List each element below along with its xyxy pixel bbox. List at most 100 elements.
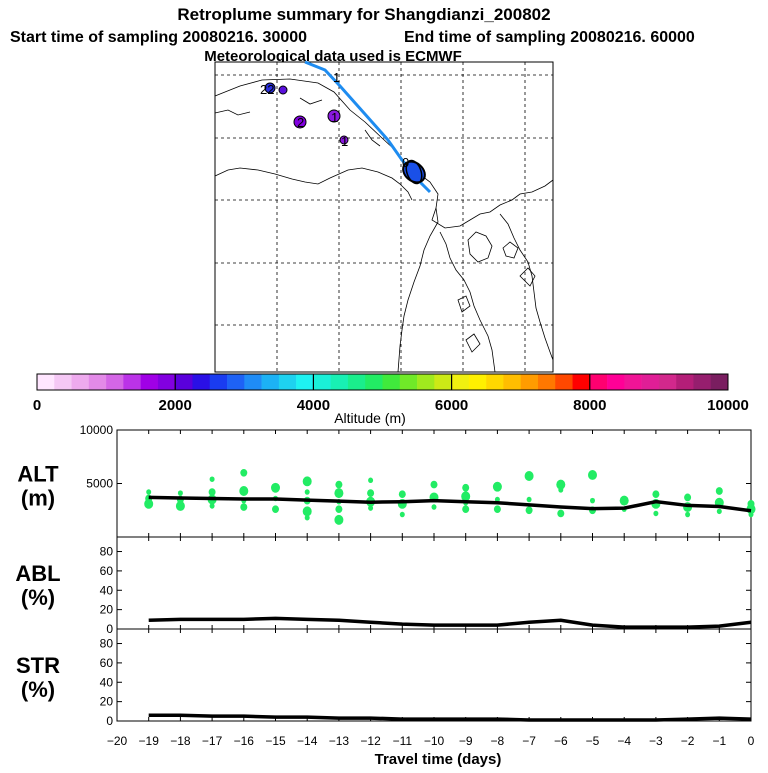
data-point bbox=[525, 506, 533, 515]
colorbar-swatch bbox=[209, 374, 228, 390]
colorbar-swatch bbox=[417, 374, 435, 390]
colorbar-swatch bbox=[313, 374, 331, 390]
data-point bbox=[748, 511, 754, 518]
data-point bbox=[588, 469, 597, 480]
data-point bbox=[653, 510, 659, 517]
y-tick-label: 0 bbox=[106, 714, 113, 728]
colorbar-swatch bbox=[123, 374, 141, 390]
coastlines bbox=[214, 78, 554, 373]
colorbar-swatch bbox=[572, 374, 591, 390]
data-point bbox=[175, 501, 185, 511]
data-point bbox=[526, 496, 532, 503]
colorbar-swatch bbox=[157, 374, 176, 390]
x-tick-label: −9 bbox=[459, 734, 473, 748]
data-point bbox=[494, 496, 500, 503]
colorbar-swatch bbox=[365, 374, 383, 390]
map-label: 0 bbox=[402, 155, 409, 170]
data-point bbox=[430, 480, 438, 489]
colorbar-tick-label: 6000 bbox=[435, 397, 468, 414]
map-panel: 1 22 2 1 1 0 bbox=[214, 60, 554, 373]
cluster-marker bbox=[278, 85, 288, 95]
panel-str: 80 60 40 20 0 STR(%) bbox=[16, 628, 752, 728]
colorbar-swatch bbox=[624, 374, 642, 390]
data-point bbox=[209, 476, 215, 482]
x-tick-label: −20 bbox=[107, 734, 128, 748]
x-tick-label: −10 bbox=[424, 734, 445, 748]
colorbar-tick-label: 10000 bbox=[707, 397, 749, 414]
data-point bbox=[524, 471, 534, 481]
data-point bbox=[715, 487, 723, 495]
trajectory-path bbox=[304, 60, 432, 194]
series-line bbox=[148, 713, 752, 722]
start-time-label: Start time of sampling 20080216. 30000 bbox=[10, 29, 307, 46]
map-label: 22 bbox=[260, 82, 274, 97]
data-point bbox=[685, 511, 691, 518]
data-point bbox=[335, 505, 343, 514]
colorbar-swatch bbox=[710, 374, 729, 390]
colorbar-swatch bbox=[399, 374, 418, 390]
colorbar-swatch bbox=[468, 374, 487, 390]
y-tick-label: 5000 bbox=[86, 477, 113, 491]
colorbar-swatch bbox=[693, 374, 712, 390]
data-point bbox=[208, 488, 216, 496]
colorbar-swatch bbox=[641, 374, 660, 390]
x-tick-label: −14 bbox=[297, 734, 318, 748]
y-tick-label: 80 bbox=[100, 637, 114, 651]
map-frame bbox=[214, 61, 554, 373]
colorbar-tick-label: 2000 bbox=[159, 397, 192, 414]
data-point bbox=[240, 503, 248, 511]
x-tick-label: −17 bbox=[202, 734, 223, 748]
data-point bbox=[462, 505, 470, 514]
x-tick-label: −18 bbox=[170, 734, 191, 748]
data-point bbox=[335, 480, 343, 489]
colorbar-swatch bbox=[555, 374, 573, 390]
panel-abl: 80 60 40 20 0 ABL(%) bbox=[15, 536, 752, 636]
x-tick-label: −13 bbox=[329, 734, 350, 748]
data-point bbox=[462, 483, 470, 492]
colorbar-swatch bbox=[296, 374, 314, 390]
x-tick-label: −12 bbox=[360, 734, 381, 748]
data-point bbox=[272, 505, 279, 514]
x-axis-title: Travel time (days) bbox=[375, 751, 502, 768]
panel-frame bbox=[116, 628, 752, 722]
data-point bbox=[334, 488, 344, 499]
data-point bbox=[558, 487, 564, 493]
plume-clusters bbox=[264, 82, 349, 145]
y-tick-label: 60 bbox=[100, 564, 114, 578]
x-tick-label: −19 bbox=[139, 734, 160, 748]
cluster-marker bbox=[339, 135, 349, 145]
colorbar-swatch bbox=[520, 374, 539, 390]
end-time-label: End time of sampling 20080216. 60000 bbox=[404, 29, 695, 46]
map-label: 1 bbox=[333, 70, 340, 85]
colorbar-swatch bbox=[503, 374, 521, 390]
y-tick-label: 0 bbox=[106, 622, 113, 636]
data-point bbox=[177, 490, 183, 496]
colorbar-swatch bbox=[192, 374, 211, 390]
colorbar-swatch bbox=[434, 374, 452, 390]
panel-frame bbox=[116, 536, 752, 630]
map-label: 1 bbox=[331, 110, 338, 125]
data-point bbox=[368, 505, 374, 511]
x-tick-label: −6 bbox=[554, 734, 568, 748]
colorbar-swatch bbox=[106, 374, 124, 390]
data-point bbox=[146, 489, 152, 495]
x-tick-label: −8 bbox=[491, 734, 505, 748]
data-point bbox=[368, 477, 374, 484]
data-point bbox=[239, 486, 249, 496]
y-tick-label: 40 bbox=[100, 583, 114, 597]
data-point bbox=[209, 503, 215, 509]
data-point bbox=[240, 468, 248, 477]
colorbar-tick-label: 0 bbox=[33, 397, 41, 414]
colorbar-tick-label: 8000 bbox=[573, 397, 606, 414]
series-line bbox=[148, 616, 752, 629]
colorbar-swatch bbox=[537, 374, 556, 390]
x-tick-label: −5 bbox=[586, 734, 600, 748]
data-point bbox=[304, 514, 310, 521]
met-data-label: Meteorological data used is ECMWF bbox=[204, 48, 462, 65]
x-tick-label: 0 bbox=[748, 734, 755, 748]
colorbar-swatch bbox=[658, 374, 677, 390]
map-label: 1 bbox=[341, 134, 348, 149]
panel-label: STR bbox=[16, 653, 60, 678]
y-tick-label: 80 bbox=[100, 545, 114, 559]
